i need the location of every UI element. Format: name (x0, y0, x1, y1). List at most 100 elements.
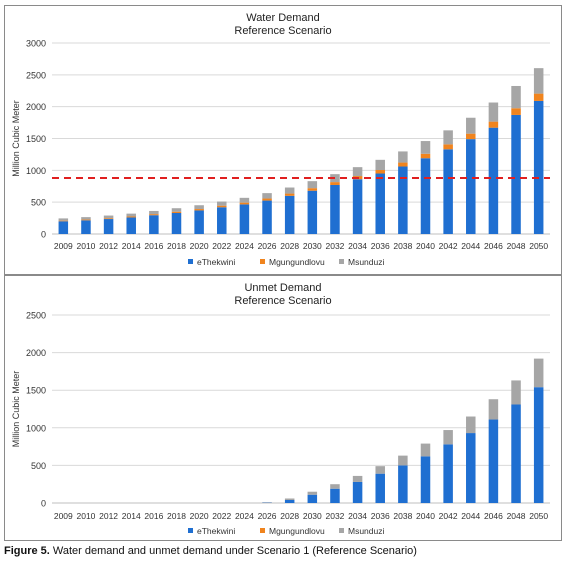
x-tick-label: 2044 (461, 511, 480, 521)
bar-msunduzi (262, 193, 272, 199)
bar-mgungundlovu (330, 182, 340, 185)
bar-msunduzi (171, 208, 182, 212)
x-tick-label: 2012 (99, 241, 118, 251)
bar-msunduzi (217, 201, 227, 206)
bar-ethekwini (466, 139, 476, 234)
bar-ethekwini (58, 221, 69, 234)
bar-msunduzi (466, 117, 476, 134)
bar-ethekwini (262, 200, 272, 234)
bar-msunduzi (466, 416, 476, 434)
bar-mgungundlovu (511, 108, 521, 115)
y-tick-label: 1500 (26, 134, 46, 144)
chart-subtitle: Reference Scenario (234, 25, 332, 37)
x-tick-label: 2016 (144, 241, 163, 251)
bar-msunduzi (488, 102, 499, 122)
bar-ethekwini (307, 190, 318, 234)
bar-mgungundlovu (239, 202, 250, 205)
bar-mgungundlovu (466, 133, 476, 140)
bar-mgungundlovu (58, 220, 69, 222)
x-tick-label: 2018 (167, 511, 186, 521)
x-tick-label: 2036 (371, 241, 390, 251)
bar-msunduzi (375, 159, 385, 171)
bar-ethekwini (239, 204, 250, 234)
bar-ethekwini (398, 465, 408, 503)
bar-msunduzi (194, 205, 204, 210)
bar-ethekwini (194, 210, 204, 234)
figure-caption: Figure 5. Water demand and unmet demand … (4, 545, 417, 557)
unmet-demand-plot: 0 500 1000 1500 2000 2500 Million Cubic Meter 2… (11, 311, 550, 536)
bar-mgungundlovu (443, 144, 453, 150)
bar-ethekwini (171, 212, 182, 234)
y-axis-label: Million Cubic Meter (11, 100, 21, 177)
legend-swatch (260, 259, 265, 264)
bar-ethekwini (511, 404, 521, 503)
caption-label: Figure 5. (4, 545, 50, 557)
bar-ethekwini (375, 473, 385, 503)
x-tick-label: 2016 (144, 511, 163, 521)
y-tick-label: 2000 (26, 102, 46, 112)
y-tick-label: 2500 (26, 70, 46, 80)
legend-swatch (260, 528, 265, 533)
bar-msunduzi (511, 85, 521, 109)
bar-msunduzi (103, 215, 114, 219)
chart-subtitle: Reference Scenario (234, 295, 332, 307)
x-tick-label: 2050 (529, 241, 548, 251)
x-tick-label: 2024 (235, 511, 254, 521)
bar-ethekwini (352, 481, 363, 503)
bar-msunduzi (533, 68, 544, 94)
bar-ethekwini (375, 173, 385, 234)
x-tick-label: 2014 (122, 241, 141, 251)
bar-mgungundlovu (149, 214, 159, 216)
bar-mgungundlovu (375, 170, 385, 174)
bar-ethekwini (488, 419, 499, 503)
bar-msunduzi (352, 167, 363, 177)
bar-msunduzi (375, 466, 385, 474)
bar-mgungundlovu (420, 153, 431, 159)
bar-msunduzi (149, 210, 159, 215)
x-tick-label: 2030 (303, 511, 322, 521)
bar-ethekwini (284, 195, 295, 234)
bar-msunduzi (58, 218, 69, 221)
bar-ethekwini (103, 219, 114, 234)
y-tick-label: 1000 (26, 166, 46, 176)
bar-msunduzi (488, 399, 499, 420)
bar-ethekwini (217, 207, 227, 234)
legend-label: Msunduzi (348, 257, 384, 267)
chart-title: Water Demand (246, 12, 320, 24)
legend-label: Mgungundlovu (269, 257, 325, 267)
bar-ethekwini (81, 220, 91, 234)
legend-swatch (188, 528, 193, 533)
y-tick-label: 1000 (26, 423, 46, 433)
bar-msunduzi (443, 430, 453, 445)
x-tick-label: 2010 (76, 511, 95, 521)
x-tick-label: 2009 (54, 241, 73, 251)
bar-ethekwini (420, 158, 431, 234)
x-tick-label: 2040 (416, 241, 435, 251)
x-tick-label: 2042 (439, 511, 458, 521)
bar-ethekwini (420, 456, 431, 503)
bar-msunduzi (533, 358, 544, 388)
y-tick-label: 2000 (26, 348, 46, 358)
legend-label: Msunduzi (348, 526, 384, 536)
x-tick-label: 2046 (484, 511, 503, 521)
bar-mgungundlovu (307, 188, 318, 191)
x-tick-label: 2032 (325, 511, 344, 521)
x-tick-label: 2030 (303, 241, 322, 251)
bar-msunduzi (398, 455, 408, 466)
bar-msunduzi (398, 151, 408, 163)
water-demand-plot: 0 500 1000 1500 2000 2500 3000 Million Cubic Me… (11, 39, 550, 267)
x-tick-label: 2020 (190, 511, 209, 521)
bar-mgungundlovu (126, 216, 136, 218)
bar-mgungundlovu (81, 219, 91, 221)
chart-title: Unmet Demand (244, 282, 322, 294)
x-tick-label: 2032 (325, 241, 344, 251)
bar-ethekwini (511, 114, 521, 234)
bar-ethekwini (488, 127, 499, 234)
bar-msunduzi (126, 213, 136, 217)
bar-msunduzi (420, 141, 431, 154)
x-tick-label: 2048 (507, 511, 526, 521)
bar-mgungundlovu (284, 193, 295, 196)
x-tick-label: 2046 (484, 241, 503, 251)
bar-ethekwini (149, 215, 159, 234)
bar-ethekwini (443, 444, 453, 503)
